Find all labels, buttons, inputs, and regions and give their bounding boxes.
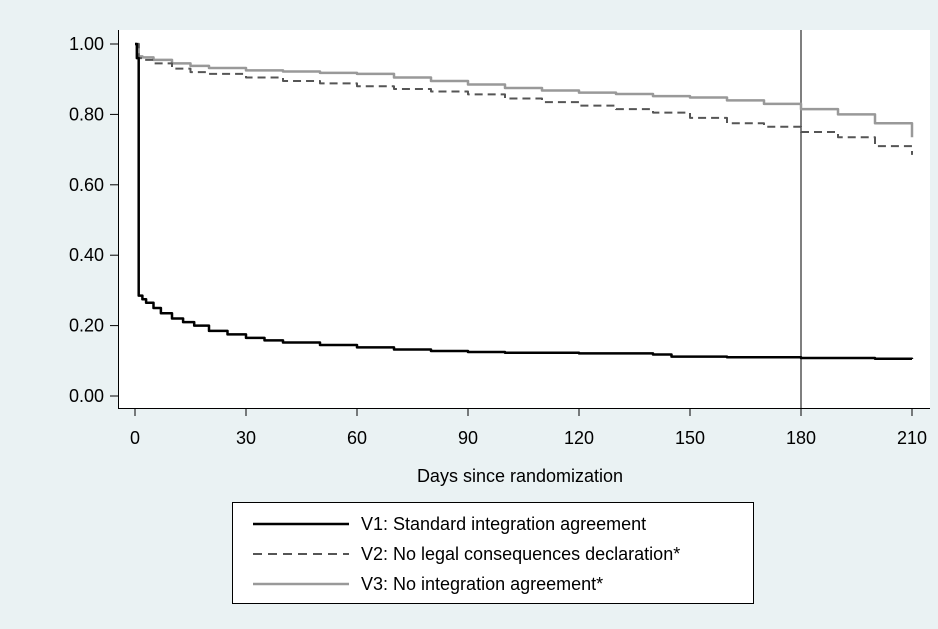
y-tick-label: 0.40 <box>69 245 104 265</box>
series-line-v3 <box>135 42 914 138</box>
legend-label-v1: V1: Standard integration agreement <box>361 513 647 534</box>
x-axis-title: Days since randomization <box>417 466 623 486</box>
legend-swatch-v3 <box>253 578 349 590</box>
x-tick-label: 90 <box>458 428 478 448</box>
y-tick-label: 0.60 <box>69 175 104 195</box>
y-tick-label: 0.20 <box>69 316 104 336</box>
x-tick-label: 60 <box>347 428 367 448</box>
legend: V1: Standard integration agreement V2: N… <box>232 502 754 604</box>
y-tick-label: 0.80 <box>69 104 104 124</box>
x-tick-label: 120 <box>564 428 594 448</box>
x-tick-label: 150 <box>675 428 705 448</box>
legend-item-v1: V1: Standard integration agreement <box>233 509 753 539</box>
series-line-v1 <box>135 42 914 360</box>
legend-swatch-v2 <box>253 548 349 560</box>
legend-item-v3: V3: No integration agreement* <box>233 569 753 599</box>
x-tick-label: 210 <box>897 428 927 448</box>
x-tick-label: 0 <box>130 428 140 448</box>
x-tick-label: 180 <box>786 428 816 448</box>
y-axis: 0.00 0.20 0.40 0.60 0.80 1.00 <box>69 34 118 406</box>
y-tick-label: 1.00 <box>69 34 104 54</box>
legend-item-v2: V2: No legal consequences declaration* <box>233 539 753 569</box>
legend-swatch-v1 <box>253 518 349 530</box>
series-group <box>135 42 914 360</box>
series-line-v2 <box>135 43 913 155</box>
y-tick-label: 0.00 <box>69 386 104 406</box>
legend-label-v3: V3: No integration agreement* <box>361 573 604 594</box>
legend-label-v2: V2: No legal consequences declaration* <box>361 543 681 564</box>
x-axis: 0 30 60 90 120 150 180 210 <box>130 408 927 448</box>
x-tick-label: 30 <box>236 428 256 448</box>
plot-area <box>118 30 930 408</box>
